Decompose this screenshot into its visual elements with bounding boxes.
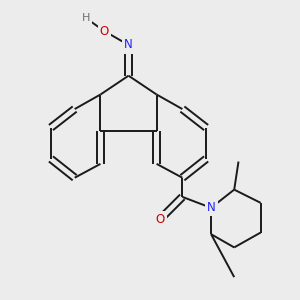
Text: N: N <box>124 38 133 52</box>
Text: N: N <box>207 201 215 214</box>
Text: O: O <box>100 25 109 38</box>
Text: H: H <box>81 13 90 23</box>
Text: O: O <box>155 213 164 226</box>
